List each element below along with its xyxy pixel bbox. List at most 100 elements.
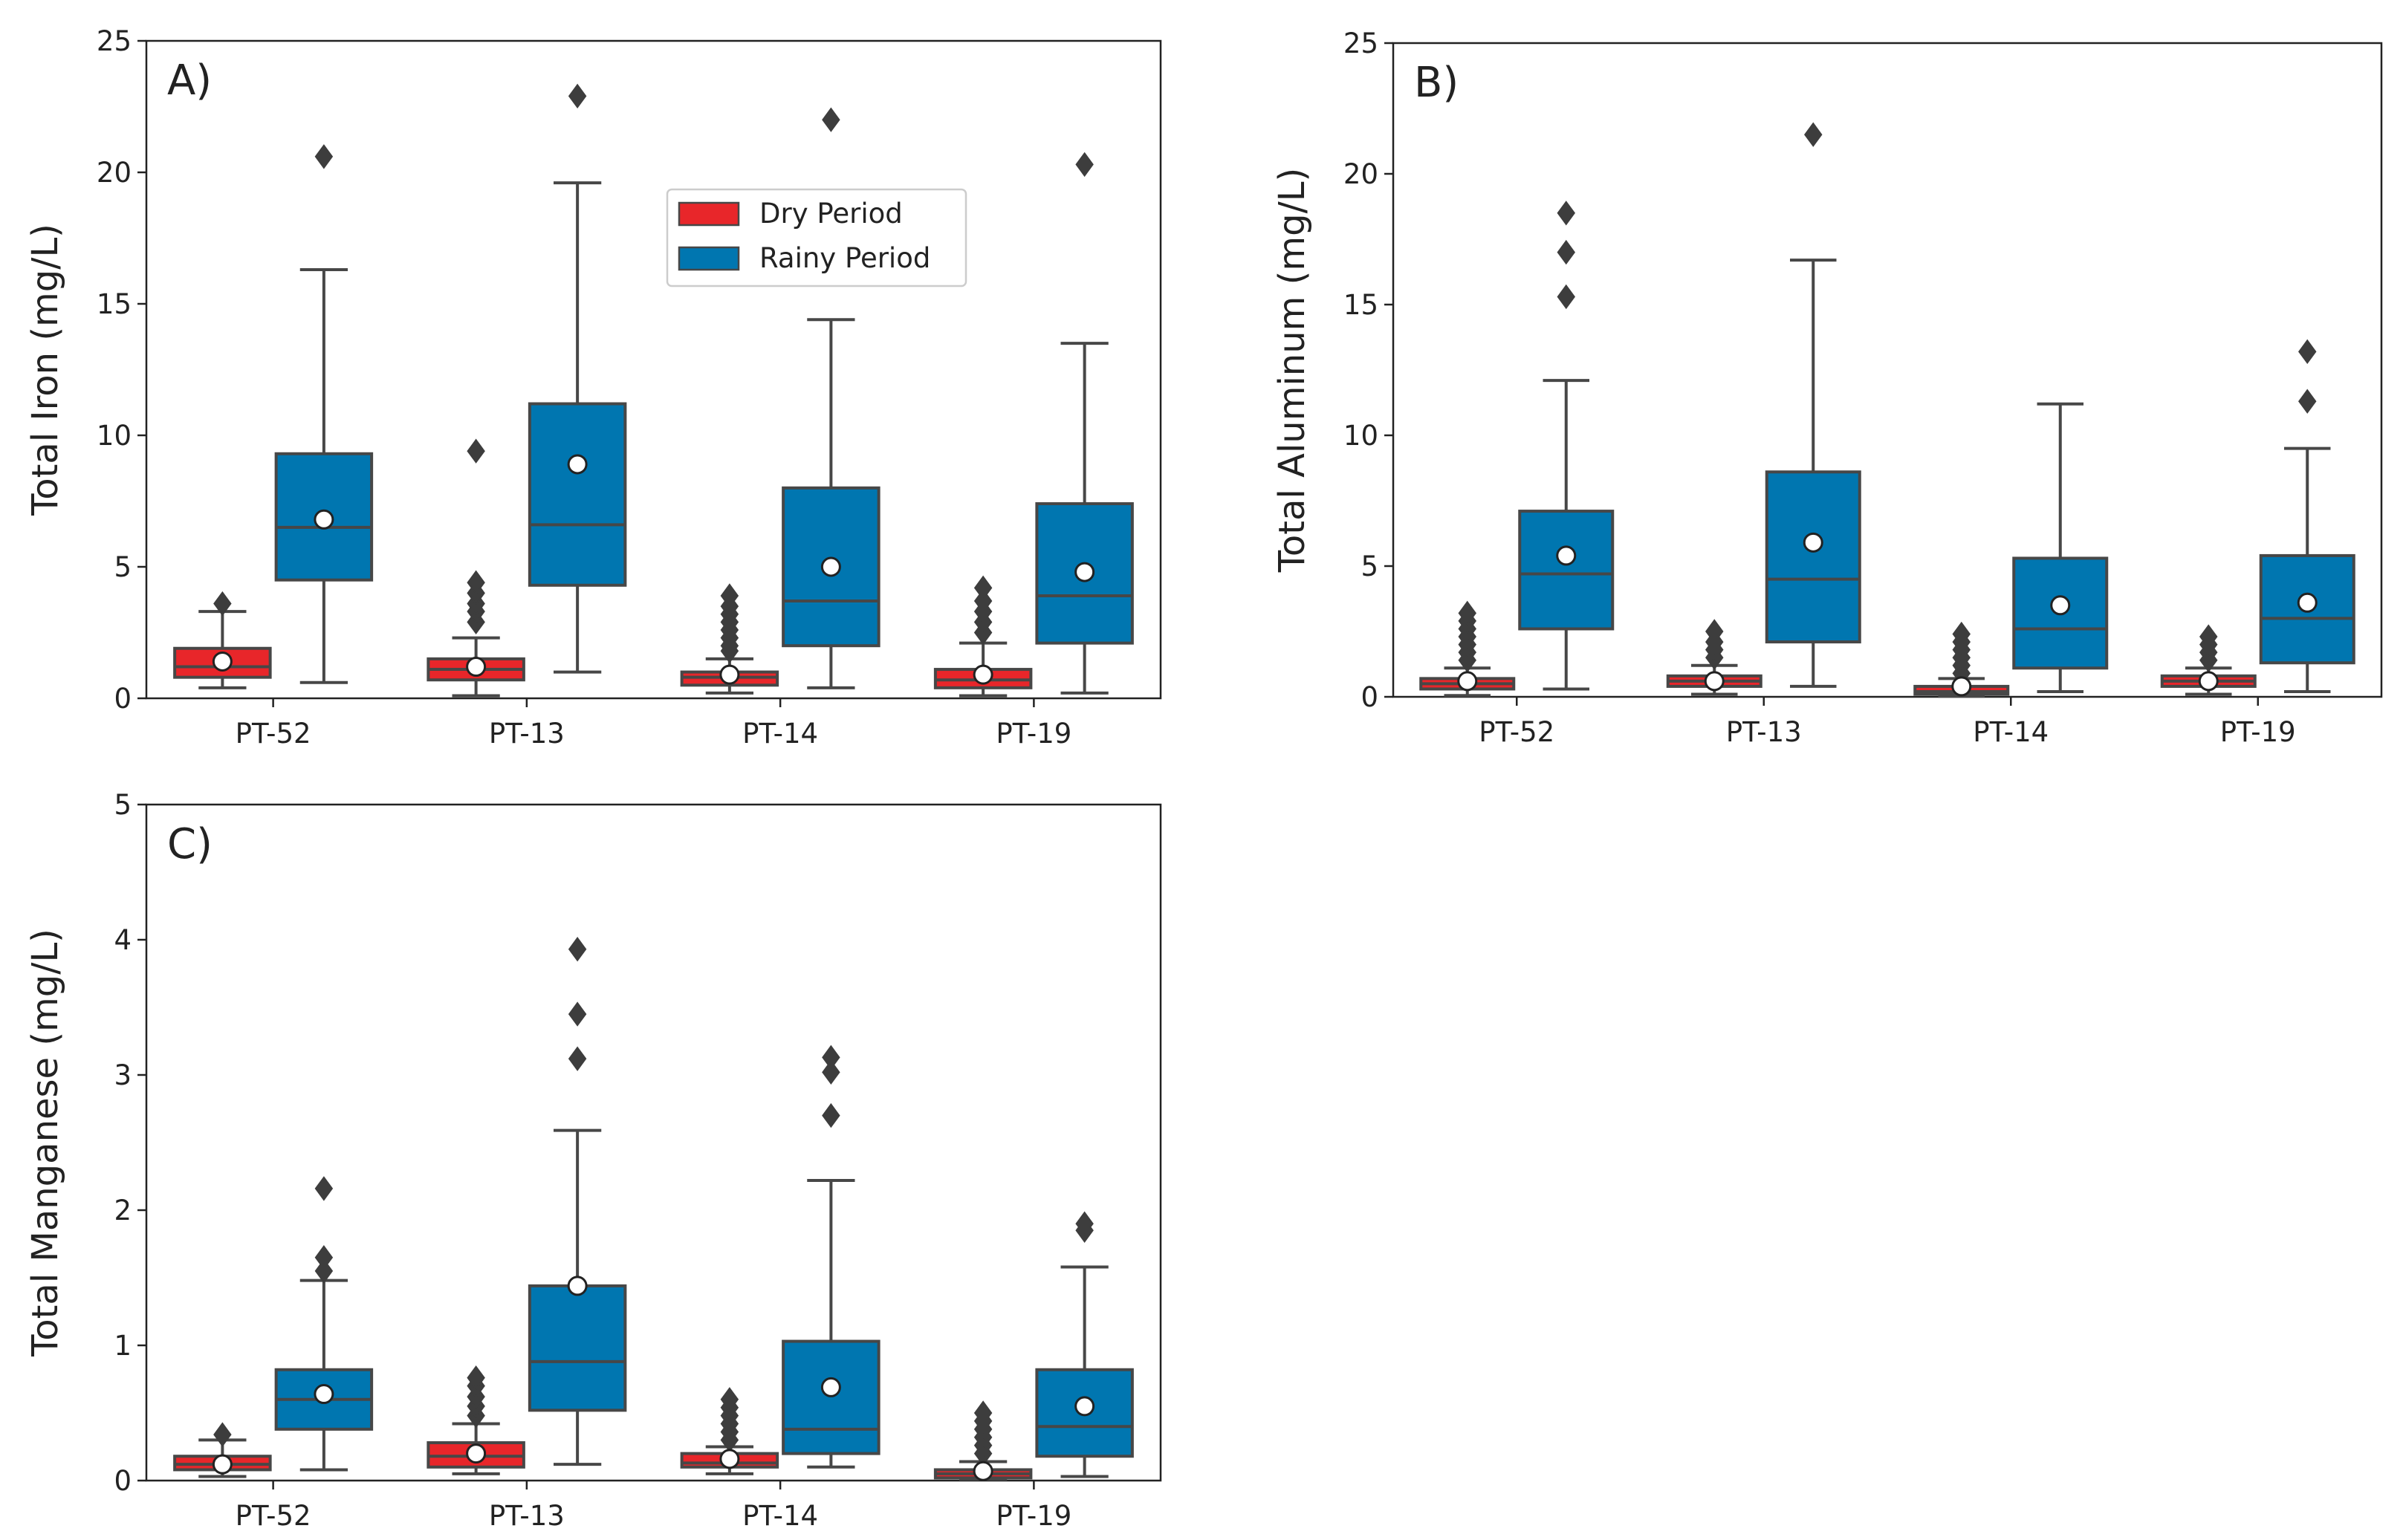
outlier-point <box>1458 600 1476 626</box>
outlier-point <box>314 1258 334 1284</box>
outlier-point <box>822 1102 840 1128</box>
mean-marker <box>1074 1396 1095 1417</box>
y-tick-label: 25 <box>1343 27 1378 59</box>
y-tick-label: 0 <box>1361 681 1378 713</box>
legend-frame <box>666 188 967 287</box>
box-dry-period-pt-19 <box>2160 624 2257 696</box>
mean-marker <box>1803 532 1823 553</box>
panel-label: B) <box>1414 59 1459 107</box>
x-tick-label: PT-19 <box>996 718 1071 750</box>
x-tick-label: PT-52 <box>1479 716 1554 748</box>
y-tick-label: 0 <box>114 1465 132 1497</box>
iqr-box <box>1518 510 1615 631</box>
plot-frame <box>145 803 1162 1482</box>
outlier-point <box>822 1059 840 1085</box>
y-axis-label: Total Iron (mg/L) <box>25 224 66 516</box>
mean-marker <box>1556 545 1577 566</box>
outlier-point <box>1557 201 1575 226</box>
outlier-point <box>2298 389 2317 414</box>
mean-marker <box>212 651 233 672</box>
y-tick-label: 25 <box>97 25 132 57</box>
box-dry-period-pt-52 <box>173 591 272 689</box>
y-tick-label: 4 <box>114 924 132 956</box>
box-dry-period-pt-13 <box>427 438 525 698</box>
mean-marker <box>2297 592 2318 613</box>
y-axis-label: Total Manganese (mg/L) <box>25 929 66 1357</box>
mean-marker <box>567 454 588 475</box>
mean-marker <box>2050 595 2071 616</box>
outlier-point <box>1557 284 1575 310</box>
outlier-point <box>720 583 739 608</box>
y-axis-label: Total Aluminum (mg/L) <box>1271 168 1313 574</box>
mean-marker <box>719 1449 740 1469</box>
iqr-box <box>1765 470 1861 644</box>
outlier-point <box>568 83 587 109</box>
y-tick-label: 5 <box>1361 550 1378 582</box>
box-rainy-period-pt-13 <box>528 937 627 1466</box>
outlier-point <box>467 1365 485 1391</box>
iqr-box <box>528 402 627 587</box>
legend-swatch <box>678 246 740 271</box>
mean-marker <box>1704 671 1725 692</box>
box-dry-period-pt-52 <box>173 1422 272 1478</box>
y-tick-label: 15 <box>97 288 132 320</box>
mean-marker <box>212 1454 233 1475</box>
y-tick-label: 10 <box>1343 420 1378 452</box>
outlier-point <box>1952 621 1971 647</box>
box-rainy-period-pt-14 <box>782 107 881 689</box>
box-rainy-period-pt-13 <box>528 83 627 674</box>
chart-panel-3: 0 1 2 3 4 5 PT-52 PT-13 PT-14 PT-19 Total Manganes… <box>25 789 1162 1532</box>
legend-label: Dry Period <box>759 198 903 230</box>
outlier-point <box>1557 239 1575 265</box>
outlier-point <box>568 937 587 962</box>
mean-marker <box>820 1377 841 1397</box>
y-tick-label: 20 <box>97 157 132 189</box>
mean-marker <box>1074 562 1095 582</box>
box-dry-period-pt-14 <box>680 1387 779 1475</box>
outlier-point <box>973 588 993 614</box>
mean-marker <box>314 1384 334 1405</box>
y-tick-label: 15 <box>1343 289 1378 321</box>
outlier-point <box>314 144 334 169</box>
iqr-box <box>2259 553 2355 665</box>
box-dry-period-pt-14 <box>1913 621 2010 698</box>
mean-marker <box>314 509 334 530</box>
iqr-box <box>528 1284 627 1412</box>
y-tick-label: 20 <box>1343 158 1378 190</box>
box-rainy-period-pt-19 <box>1035 152 1134 695</box>
box-dry-period-pt-13 <box>1666 619 1762 696</box>
outlier-point <box>1705 619 1724 644</box>
outlier-point <box>822 107 840 132</box>
y-tick-label: 1 <box>114 1330 132 1362</box>
mean-marker <box>2198 671 2219 692</box>
mean-marker <box>567 1276 588 1296</box>
x-tick-label: PT-14 <box>742 1500 818 1532</box>
outlier-point <box>822 1044 840 1070</box>
box-rainy-period-pt-19 <box>2259 339 2355 693</box>
x-tick-label: PT-13 <box>489 1500 565 1532</box>
outlier-point <box>213 1422 232 1447</box>
plot-frame <box>1392 42 2383 698</box>
box-dry-period-pt-13 <box>427 1365 525 1475</box>
mean-marker <box>466 1443 487 1464</box>
box-rainy-period-pt-52 <box>274 1176 374 1472</box>
iqr-box <box>1035 502 1134 645</box>
mean-marker <box>973 1461 993 1481</box>
y-tick-label: 2 <box>114 1195 132 1227</box>
outlier-point <box>1075 1211 1094 1236</box>
outlier-point <box>467 438 485 464</box>
box-dry-period-pt-19 <box>933 575 1033 698</box>
legend: Dry Period Rainy Period <box>666 188 967 287</box>
y-tick-label: 5 <box>114 789 132 821</box>
box-rainy-period-pt-52 <box>274 144 374 684</box>
outlier-point <box>568 1046 587 1071</box>
outlier-point <box>973 575 993 601</box>
x-tick-label: PT-52 <box>236 718 311 750</box>
outlier-point <box>2298 339 2317 365</box>
box-rainy-period-pt-52 <box>1518 201 1615 691</box>
y-tick-label: 0 <box>114 683 132 715</box>
outlier-point <box>720 1387 739 1412</box>
plot-frame <box>145 39 1162 700</box>
mean-marker <box>466 657 487 678</box>
